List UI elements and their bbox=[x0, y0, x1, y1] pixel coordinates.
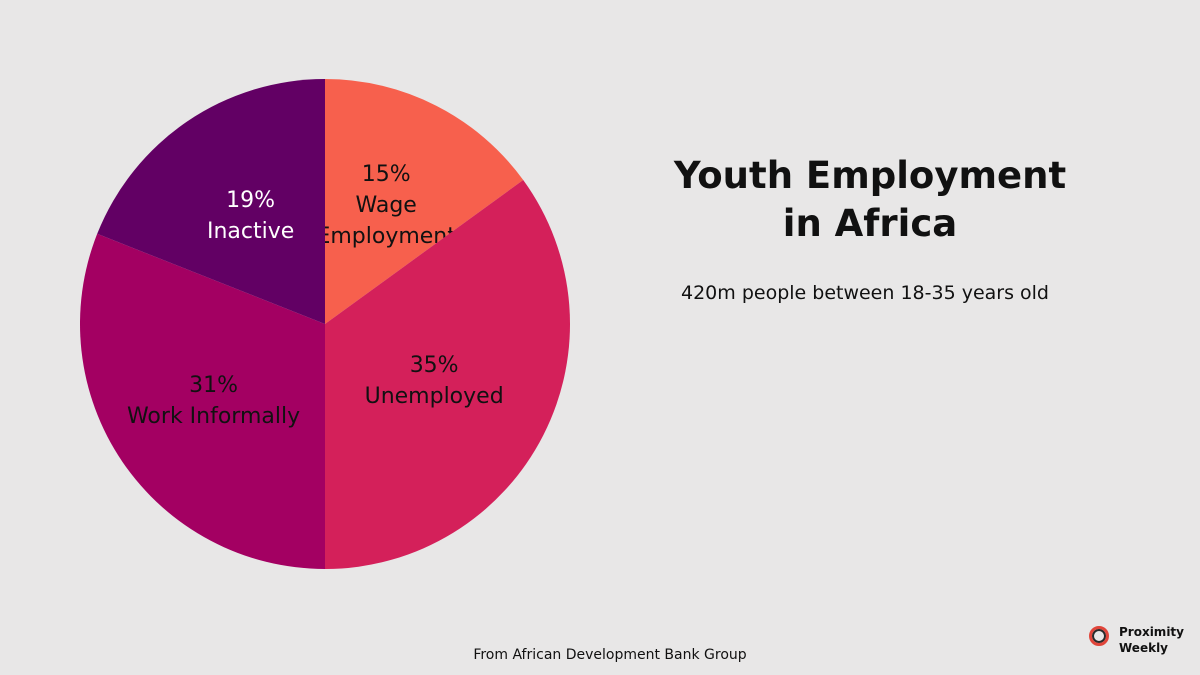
slice-category-label: Unemployed bbox=[365, 384, 504, 409]
slice-category-label: Work Informally bbox=[127, 404, 300, 429]
slice-label-wage-employment: 15% Wage Employment bbox=[316, 162, 456, 249]
chart-title-line-2: in Africa bbox=[782, 202, 958, 245]
pie-slice-work-informally bbox=[79, 233, 326, 569]
pie-slice-inactive bbox=[97, 79, 325, 324]
ring-logo-icon bbox=[1089, 626, 1109, 646]
slice-category-label: Employment bbox=[316, 224, 456, 249]
pie-slice-wage-employment bbox=[325, 79, 524, 324]
brand-name-line-2: Weekly bbox=[1119, 641, 1169, 655]
pie-slice-unemployed bbox=[325, 179, 571, 569]
slice-label-unemployed: 35% Unemployed bbox=[365, 353, 504, 409]
slice-percent-label: 35% bbox=[410, 353, 459, 378]
brand-mark: Proximity Weekly bbox=[1089, 624, 1189, 658]
brand-name-line-1: Proximity bbox=[1119, 625, 1184, 639]
pie-chart: 15% Wage Employment 35% Unemployed 31% Work In… bbox=[79, 79, 571, 569]
chart-title: Youth Employment in Africa bbox=[620, 152, 1120, 248]
chart-subtitle: 420m people between 18-35 years old bbox=[681, 282, 1049, 304]
slice-percent-label: 31% bbox=[189, 373, 238, 398]
chart-title-line-1: Youth Employment bbox=[673, 154, 1067, 197]
slice-percent-label: 15% bbox=[362, 162, 411, 187]
slice-label-work-informally: 31% Work Informally bbox=[127, 373, 300, 429]
slice-category-label: Inactive bbox=[207, 219, 294, 244]
slice-category-label: Wage bbox=[356, 193, 417, 218]
brand-name: Proximity Weekly bbox=[1119, 624, 1184, 656]
source-note: From African Development Bank Group bbox=[473, 647, 747, 663]
slice-percent-label: 19% bbox=[226, 188, 275, 213]
slice-label-inactive: 19% Inactive bbox=[207, 188, 294, 244]
